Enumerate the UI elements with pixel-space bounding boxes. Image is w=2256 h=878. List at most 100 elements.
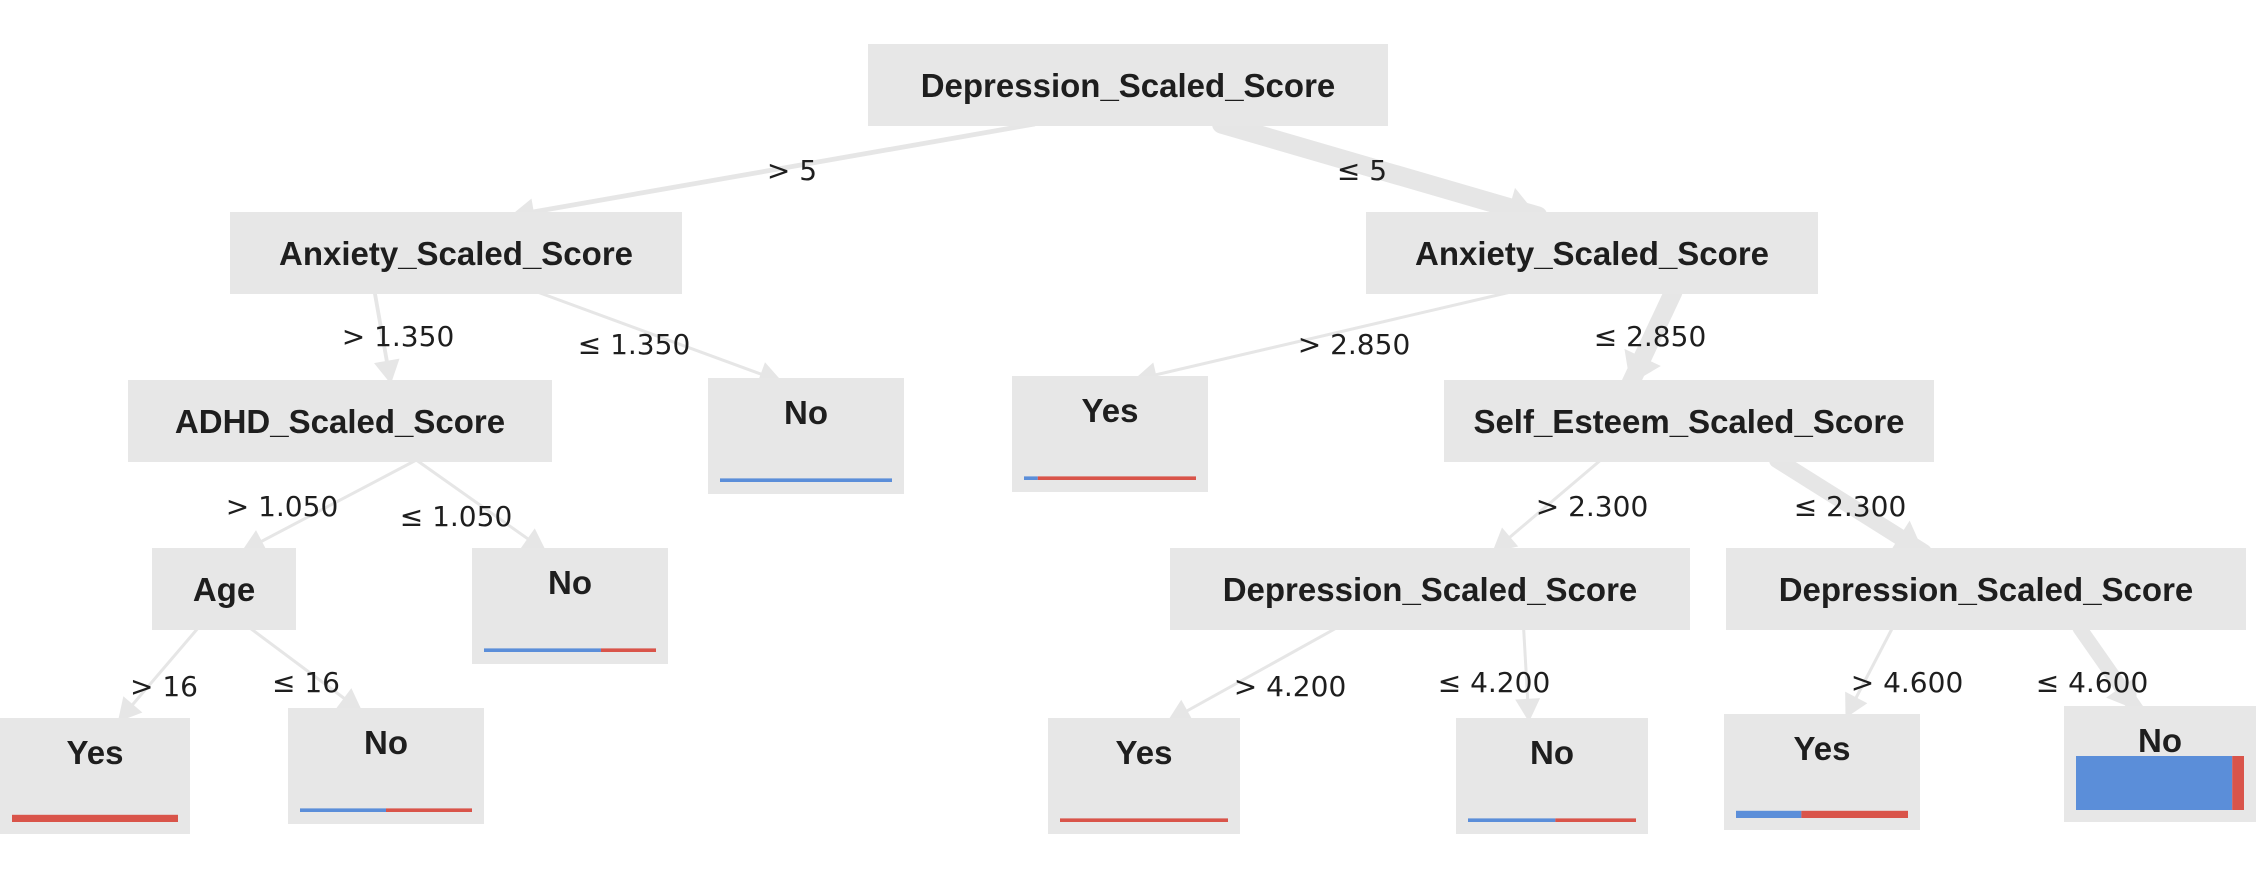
node-label: Depression_Scaled_Score	[1779, 571, 2194, 608]
node-label: ADHD_Scaled_Score	[175, 403, 505, 440]
class-bar-yes	[1060, 818, 1228, 822]
edges-layer	[116, 114, 2145, 724]
leaf-node-no[interactable]: No	[288, 708, 484, 824]
split-node[interactable]: Depression_Scaled_Score	[1726, 548, 2246, 630]
edge-label: ≤ 5	[1337, 154, 1387, 187]
node-box	[128, 380, 552, 462]
edge-label: ≤ 4.200	[1438, 666, 1551, 699]
leaf-node-no[interactable]: No	[1456, 718, 1648, 834]
node-box	[1456, 718, 1648, 834]
edge-label: > 5	[767, 154, 817, 187]
edge-label: ≤ 2.300	[1794, 490, 1907, 523]
node-label: Depression_Scaled_Score	[1223, 571, 1638, 608]
class-bar-no	[1468, 818, 1556, 822]
edge-label: > 16	[130, 670, 198, 703]
leaf-node-no[interactable]: No	[708, 378, 904, 494]
class-bar-no	[2076, 756, 2233, 810]
class-bar-yes	[600, 648, 656, 652]
edge-arrowhead	[1492, 527, 1519, 552]
edge-n9-n13	[1165, 626, 1338, 724]
leaf-node-yes[interactable]: Yes	[1724, 714, 1920, 830]
node-box	[1012, 376, 1208, 492]
class-bar-yes	[1555, 818, 1636, 822]
edge-label: ≤ 4.600	[2036, 666, 2149, 699]
edge-arrowhead	[520, 528, 547, 552]
edge-n7-n12	[248, 626, 364, 714]
edge-n3-n7	[239, 458, 418, 554]
edge-labels-layer: > 5 ≤ 5 > 1.350 ≤ 1.350 > 2.850 ≤ 2.850 > 1.05…	[130, 154, 2148, 703]
leaf-node-yes[interactable]: Yes	[1048, 718, 1240, 834]
edge-n1-n4	[535, 290, 784, 384]
edge-arrowhead	[1889, 520, 1924, 554]
node-box	[472, 548, 668, 664]
node-label: No	[1530, 734, 1574, 771]
split-node[interactable]: Anxiety_Scaled_Score	[230, 212, 682, 294]
node-box	[288, 708, 484, 824]
node-label: No	[364, 724, 408, 761]
edge-label: > 2.850	[1298, 328, 1411, 361]
node-label: No	[2138, 722, 2182, 759]
split-node[interactable]: Depression_Scaled_Score	[1170, 548, 1690, 630]
edge-label: > 2.300	[1536, 490, 1649, 523]
node-box	[868, 44, 1388, 126]
node-box	[152, 548, 296, 630]
split-node[interactable]: ADHD_Scaled_Score	[128, 380, 552, 462]
node-label: Anxiety_Scaled_Score	[279, 235, 633, 272]
split-node[interactable]: Depression_Scaled_Score	[868, 44, 1388, 126]
edge-arrowhead	[1515, 698, 1541, 722]
class-bar-no	[1024, 476, 1038, 480]
node-box	[0, 718, 190, 834]
edge-arrowhead	[117, 696, 143, 722]
split-node[interactable]: Age	[152, 548, 296, 630]
edge-label: ≤ 2.850	[1594, 320, 1707, 353]
edge-label: ≤ 1.050	[400, 500, 513, 533]
node-box	[1170, 548, 1690, 630]
class-bar-yes	[1801, 810, 1908, 818]
node-box	[1366, 212, 1818, 294]
split-node[interactable]: Self_Esteem_Scaled_Score	[1444, 380, 1934, 462]
node-box	[1724, 714, 1920, 830]
edge-label: > 1.050	[226, 490, 339, 523]
split-node[interactable]: Anxiety_Scaled_Score	[1366, 212, 1818, 294]
node-box	[1444, 380, 1934, 462]
node-label: Self_Esteem_Scaled_Score	[1473, 403, 1904, 440]
leaf-node-no[interactable]: No	[2064, 706, 2256, 822]
leaf-node-no[interactable]: No	[472, 548, 668, 664]
edge-n6-n10	[1769, 451, 1932, 561]
node-box	[230, 212, 682, 294]
edge-arrowhead	[1624, 348, 1661, 384]
edge-label: > 4.600	[1851, 666, 1964, 699]
class-bar-no	[300, 808, 386, 812]
node-label: No	[784, 394, 828, 431]
leaf-node-yes[interactable]: Yes	[1012, 376, 1208, 492]
class-bar-no	[720, 478, 892, 482]
class-bar-yes	[2232, 756, 2244, 810]
node-box	[708, 378, 904, 494]
edge-n2-n5	[1132, 290, 1513, 382]
node-label: Anxiety_Scaled_Score	[1415, 235, 1769, 272]
node-box	[1726, 548, 2246, 630]
edge-n0-n1	[507, 121, 1037, 219]
class-bar-yes	[386, 808, 472, 812]
class-bar-yes	[12, 814, 178, 822]
edge-n3-n8	[414, 458, 548, 554]
edge-label: ≤ 1.350	[578, 328, 691, 361]
class-bar-yes	[1037, 476, 1196, 480]
node-label: Age	[193, 571, 255, 608]
node-label: No	[548, 564, 592, 601]
node-label: Yes	[1794, 730, 1851, 767]
edge-n6-n9	[1490, 458, 1603, 554]
edge-arrowhead	[2106, 676, 2137, 710]
node-box	[1048, 718, 1240, 834]
class-bar-no	[484, 648, 601, 652]
edge-arrowhead	[1167, 699, 1194, 722]
edge-label: > 4.200	[1234, 670, 1347, 703]
node-label: Yes	[67, 734, 124, 771]
nodes-layer: Depression_Scaled_Score Anxiety_Scaled_Sc…	[0, 44, 2256, 834]
node-label: Depression_Scaled_Score	[921, 67, 1336, 104]
edge-arrowhead	[374, 358, 400, 384]
class-bar-no	[1736, 810, 1802, 818]
leaf-node-yes[interactable]: Yes	[0, 718, 190, 834]
node-label: Yes	[1116, 734, 1173, 771]
